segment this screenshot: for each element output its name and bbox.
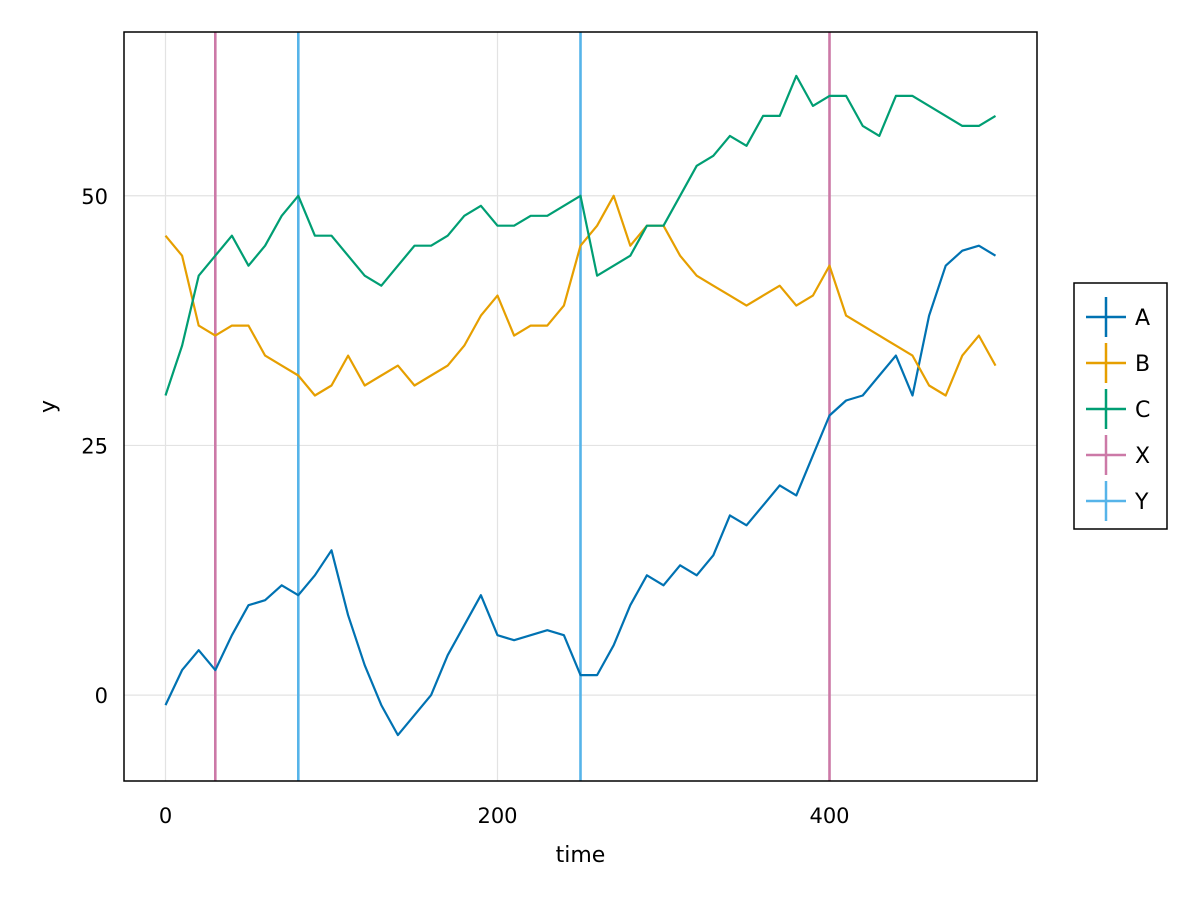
series-line-a xyxy=(164,244,997,737)
legend-item-x: X xyxy=(1086,435,1150,475)
series-line-c xyxy=(164,74,997,396)
legend-label-a: A xyxy=(1135,306,1150,331)
tick-labels: 0 200 400 0 25 50 xyxy=(81,185,849,828)
plot-frame xyxy=(123,31,1038,782)
x-tick-label: 0 xyxy=(159,804,172,828)
legend-label-x: X xyxy=(1135,444,1150,469)
legend-box xyxy=(1073,282,1168,530)
x-tick-label: 200 xyxy=(477,804,517,828)
legend-label-b: B xyxy=(1135,352,1150,377)
legend-label-y: Y xyxy=(1134,490,1149,515)
series-lines xyxy=(164,74,997,737)
series-line-b xyxy=(164,194,997,397)
legend-item-b: B xyxy=(1086,343,1150,383)
legend-item-y: Y xyxy=(1086,481,1149,521)
x-axis-label: time xyxy=(556,843,606,868)
legend-item-a: A xyxy=(1086,297,1150,337)
x-tick-label: 400 xyxy=(809,804,849,828)
y-axis-label: y xyxy=(36,400,61,413)
legend-label-c: C xyxy=(1135,398,1150,423)
vertical-lines xyxy=(214,32,831,781)
y-tick-label: 50 xyxy=(81,185,108,209)
y-tick-label: 0 xyxy=(95,684,108,708)
legend-item-c: C xyxy=(1086,389,1150,429)
y-tick-label: 25 xyxy=(81,434,108,458)
